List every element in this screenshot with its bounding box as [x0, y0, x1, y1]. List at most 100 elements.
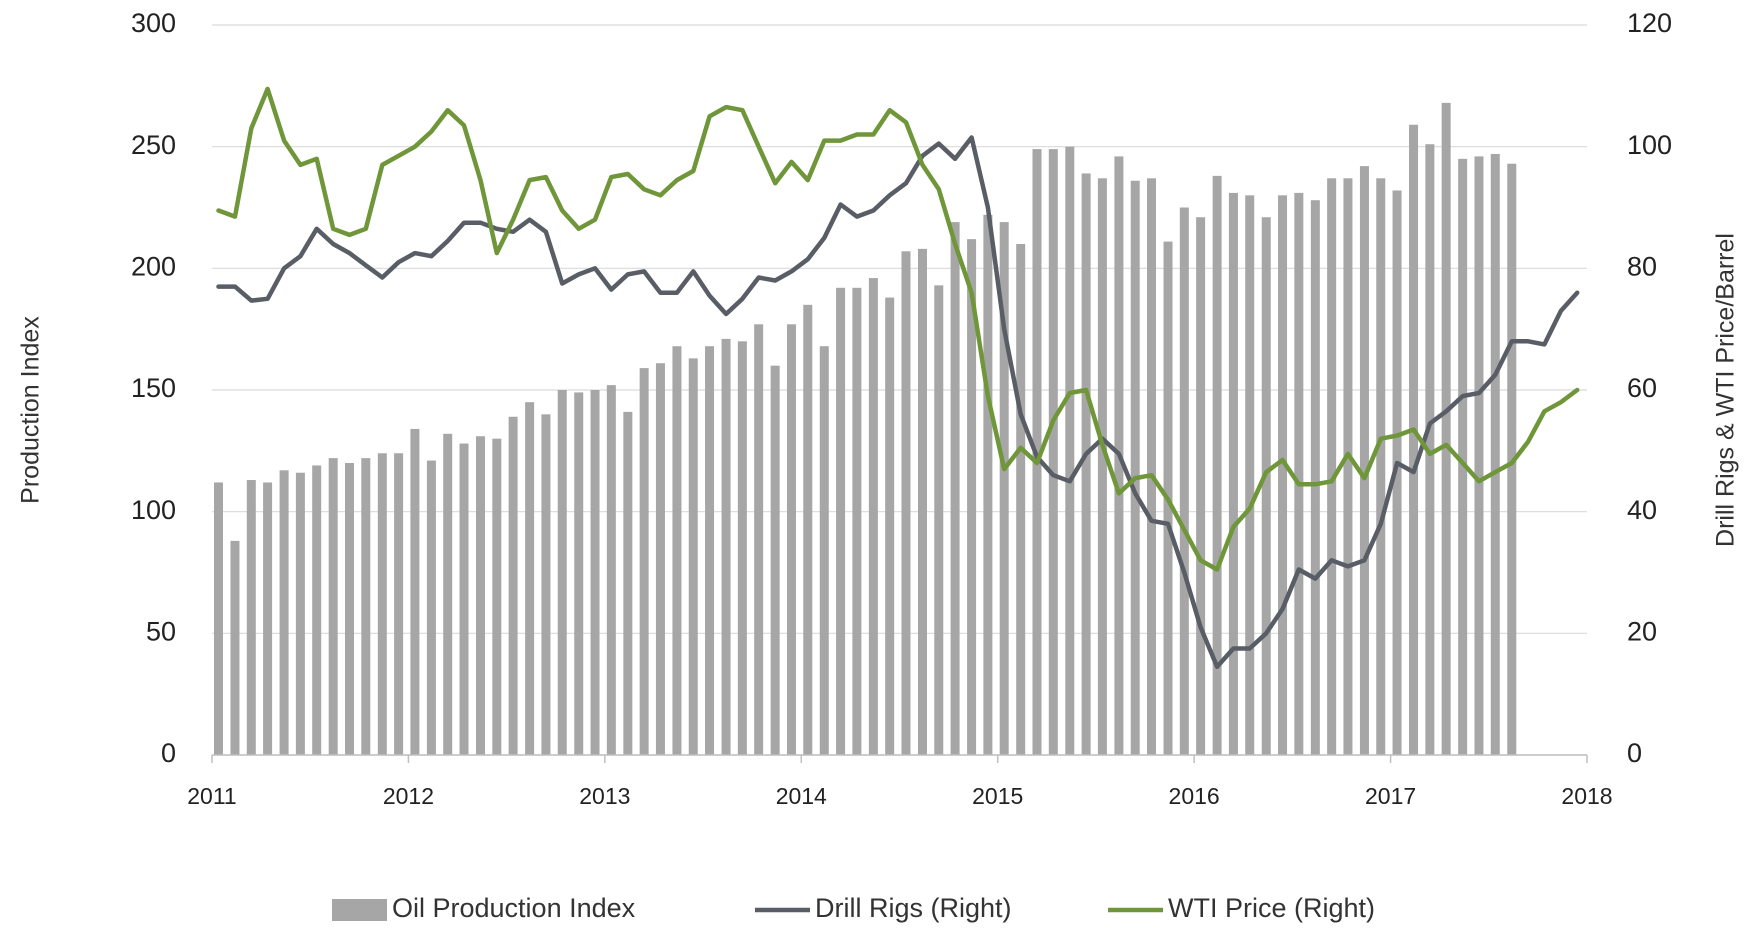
bar — [1425, 144, 1435, 755]
bar — [590, 390, 600, 755]
y2-tick-label: 80 — [1627, 251, 1657, 281]
bar — [574, 392, 584, 755]
bar — [1212, 175, 1222, 755]
bar — [1179, 207, 1189, 755]
bar — [476, 436, 486, 755]
bar — [1196, 217, 1206, 755]
x-tick-label: 2017 — [1365, 783, 1416, 809]
bar — [525, 402, 535, 755]
bar — [1359, 166, 1369, 756]
bar — [606, 385, 616, 755]
bar — [394, 453, 404, 755]
legend-swatch — [332, 899, 387, 921]
legend-label: WTI Price (Right) — [1168, 893, 1375, 923]
bar — [508, 416, 518, 755]
legend-label: Oil Production Index — [392, 893, 636, 923]
bar — [967, 239, 977, 756]
bar — [983, 214, 993, 756]
y2-tick-label: 0 — [1627, 738, 1642, 768]
bar — [901, 251, 911, 756]
y2-tick-label: 60 — [1627, 373, 1657, 403]
bar — [263, 482, 273, 755]
bar — [1474, 156, 1484, 755]
bar — [1147, 178, 1157, 756]
y2-axis-title: Drill Rigs & WTI Price/Barrel — [1712, 233, 1740, 547]
bar — [246, 480, 256, 755]
bar — [770, 365, 780, 755]
bar — [721, 338, 731, 755]
bar — [345, 463, 354, 755]
bar — [312, 465, 322, 755]
bar — [1278, 195, 1288, 756]
y2-tick-label: 120 — [1627, 8, 1672, 38]
bar — [737, 341, 747, 755]
bar — [705, 346, 715, 755]
line — [216, 86, 1580, 572]
bar — [426, 460, 436, 755]
y-tick-label: 200 — [131, 251, 176, 281]
x-tick-label: 2014 — [776, 783, 827, 809]
bar — [934, 285, 944, 755]
bar — [377, 453, 387, 755]
bar — [213, 482, 223, 755]
bar — [639, 368, 649, 755]
bar — [950, 222, 960, 756]
bar — [868, 278, 878, 755]
y-tick-label: 50 — [146, 616, 176, 646]
bar — [672, 346, 682, 755]
x-tick-label: 2018 — [1561, 783, 1612, 809]
bar — [1490, 153, 1500, 755]
legend-label: Drill Rigs (Right) — [815, 893, 1012, 923]
bar — [1228, 192, 1238, 755]
x-tick-label: 2013 — [579, 783, 630, 809]
bar — [1343, 178, 1353, 756]
x-tick-label: 2016 — [1169, 783, 1220, 809]
bar — [1441, 102, 1451, 755]
bar — [786, 324, 796, 755]
bar — [541, 414, 551, 755]
x-tick-label: 2015 — [972, 783, 1023, 809]
bar — [688, 358, 698, 755]
y-tick-label: 250 — [131, 130, 176, 160]
bar — [819, 346, 829, 755]
x-tick-label: 2012 — [383, 783, 434, 809]
bar — [1065, 146, 1075, 755]
bar — [1310, 200, 1320, 755]
bar — [557, 390, 567, 755]
bar — [279, 470, 289, 755]
bar — [1409, 124, 1419, 756]
bar — [1261, 217, 1271, 755]
bar — [492, 438, 502, 755]
bar — [999, 222, 1009, 756]
bar — [623, 411, 633, 755]
bar — [361, 458, 371, 755]
y-axis-title: Production Index — [17, 316, 45, 504]
y2-tick-label: 20 — [1627, 616, 1657, 646]
bar — [443, 433, 453, 755]
bar — [1458, 158, 1468, 756]
bar — [1392, 190, 1402, 755]
bar — [1016, 244, 1026, 755]
bar — [803, 304, 813, 755]
y-tick-label: 0 — [161, 738, 176, 768]
line — [216, 135, 1580, 670]
bar — [836, 287, 846, 755]
bar — [754, 324, 764, 755]
bar — [1097, 178, 1107, 756]
y2-tick-label: 100 — [1627, 130, 1672, 160]
y-tick-label: 300 — [131, 8, 176, 38]
bar — [1327, 178, 1337, 756]
bar — [1130, 180, 1140, 755]
y2-tick-label: 40 — [1627, 495, 1657, 525]
bar — [1081, 173, 1091, 755]
x-tick-label: 2011 — [187, 783, 236, 809]
bar — [1048, 149, 1058, 756]
bar — [1245, 195, 1255, 756]
y-tick-label: 150 — [131, 373, 176, 403]
bar — [459, 443, 469, 755]
bar — [852, 287, 862, 755]
bar — [917, 248, 927, 755]
bar — [655, 363, 665, 755]
bar — [230, 540, 240, 755]
